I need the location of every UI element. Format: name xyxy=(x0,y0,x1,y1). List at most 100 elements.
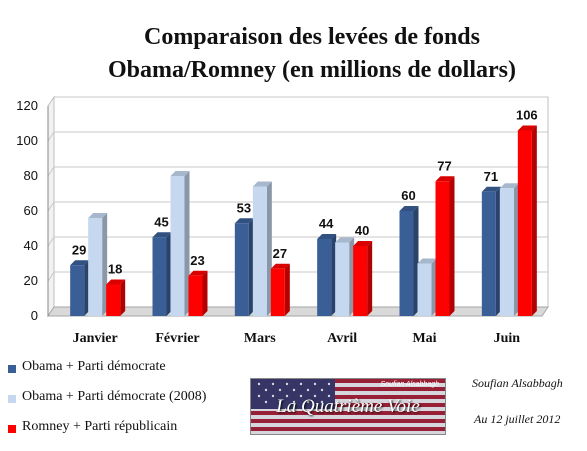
bar-side xyxy=(120,279,126,316)
data-label: 27 xyxy=(273,246,287,261)
bar-side xyxy=(166,232,172,316)
bar-top xyxy=(317,234,337,239)
x-tick-label: Mai xyxy=(412,331,436,346)
chart-title-line-2: Obama/Romney (en millions de dollars) xyxy=(108,57,516,83)
bar-side xyxy=(248,218,254,316)
bar-obama xyxy=(317,239,332,316)
data-label: 23 xyxy=(190,253,204,268)
bar-side xyxy=(331,234,337,316)
bar-obama-2008 xyxy=(88,218,103,316)
date-credit: Au 12 juillet 2012 xyxy=(474,412,561,426)
legend: Obama + Parti démocrate Obama + Parti dé… xyxy=(4,356,249,446)
bar-side xyxy=(202,270,208,316)
gridline xyxy=(47,201,548,212)
legend-label: Romney + Parti républicain xyxy=(22,419,178,434)
bar-top xyxy=(499,183,519,189)
y-tick-label: 20 xyxy=(24,273,38,288)
data-label: 45 xyxy=(154,214,168,229)
bar-top xyxy=(481,186,501,192)
bar-side xyxy=(513,183,519,316)
bar-top xyxy=(170,171,190,176)
data-label: 18 xyxy=(108,262,122,277)
data-label: 53 xyxy=(237,200,251,215)
bar-romney xyxy=(270,268,285,316)
legend-item: Obama + Parti démocrate (2008) xyxy=(4,386,249,416)
bar-romney xyxy=(517,130,532,316)
bar-top xyxy=(435,176,455,182)
bar-top xyxy=(353,241,373,246)
bar-obama xyxy=(70,265,85,316)
banner-author-text: Soufian Alsabbagh xyxy=(380,381,439,388)
y-tick-label: 120 xyxy=(16,98,38,113)
bar-top xyxy=(517,125,537,131)
bar-obama xyxy=(234,223,249,316)
data-label: 60 xyxy=(401,188,415,203)
bar-top xyxy=(70,260,90,266)
bar-romney xyxy=(353,246,368,316)
legend-label: Obama + Parti démocrate xyxy=(22,359,166,374)
bar-side xyxy=(431,258,437,316)
bar-obama xyxy=(481,191,496,316)
bar-side xyxy=(495,186,501,316)
y-tick-label: 60 xyxy=(24,203,38,218)
bar-top xyxy=(152,232,172,238)
banner-title: La Quatrième Voie xyxy=(276,396,420,417)
legend-item: Obama + Parti démocrate xyxy=(4,356,249,386)
gridline xyxy=(47,236,548,247)
bar-top xyxy=(234,218,254,224)
y-tick-label: 80 xyxy=(24,168,38,183)
bar-obama-2008 xyxy=(499,188,514,316)
bar-side xyxy=(102,213,108,316)
gridline xyxy=(47,131,548,142)
y-tick-label: 0 xyxy=(31,308,38,323)
bar-romney xyxy=(435,181,450,316)
bar-obama-2008 xyxy=(417,263,432,316)
us-flag-graphic xyxy=(251,379,445,434)
legend-swatch xyxy=(8,365,16,373)
bar-obama xyxy=(399,211,414,316)
bar-romney xyxy=(188,275,203,316)
plot-area: 0 20 40 60 80 100 120 29 18 Janvier 45 23 Février 53 2… xyxy=(16,95,549,346)
bar-top xyxy=(335,237,355,243)
gridline xyxy=(47,271,548,282)
bar-side xyxy=(284,263,290,316)
bar-side xyxy=(184,171,190,316)
y-tick-label: 40 xyxy=(24,238,38,253)
x-tick-label: Janvier xyxy=(73,331,118,346)
bar-top xyxy=(399,206,419,211)
x-tick-label: Février xyxy=(155,331,199,346)
flag-banner-logo: Soufian Alsabbagh La Quatrième Voie xyxy=(250,378,446,435)
x-tick-label: Mars xyxy=(244,331,276,346)
bar-side xyxy=(266,181,272,316)
bar-top xyxy=(188,270,208,276)
data-label: 71 xyxy=(484,169,498,184)
gridline xyxy=(47,166,548,177)
chart-title-line-1: Comparaison des levées de fonds xyxy=(144,24,480,50)
author-credit: Soufian Alsabbagh xyxy=(472,376,563,390)
x-tick-label: Avril xyxy=(327,331,357,346)
legend-swatch xyxy=(8,395,16,403)
legend-label: Obama + Parti démocrate (2008) xyxy=(22,389,207,404)
gridline xyxy=(47,96,548,107)
legend-swatch xyxy=(8,425,16,433)
data-label: 40 xyxy=(355,223,369,238)
bar-side xyxy=(367,241,373,316)
data-label: 29 xyxy=(72,242,86,257)
bar-obama-2008 xyxy=(170,176,185,316)
bar-side xyxy=(413,206,419,316)
bar-side xyxy=(531,125,537,316)
data-label: 106 xyxy=(516,108,538,123)
bar-romney xyxy=(106,284,121,316)
bar-side xyxy=(84,260,90,316)
legend-item: Romney + Parti républicain xyxy=(4,416,249,446)
bar-obama-2008 xyxy=(252,186,267,316)
bar-top xyxy=(270,263,290,269)
bar-top xyxy=(417,258,437,264)
bar-obama-2008 xyxy=(335,242,350,316)
data-label: 77 xyxy=(437,158,451,173)
bar-side xyxy=(349,237,355,316)
bar-top xyxy=(106,279,126,285)
bar-side xyxy=(449,176,455,316)
bar-obama xyxy=(152,237,167,316)
